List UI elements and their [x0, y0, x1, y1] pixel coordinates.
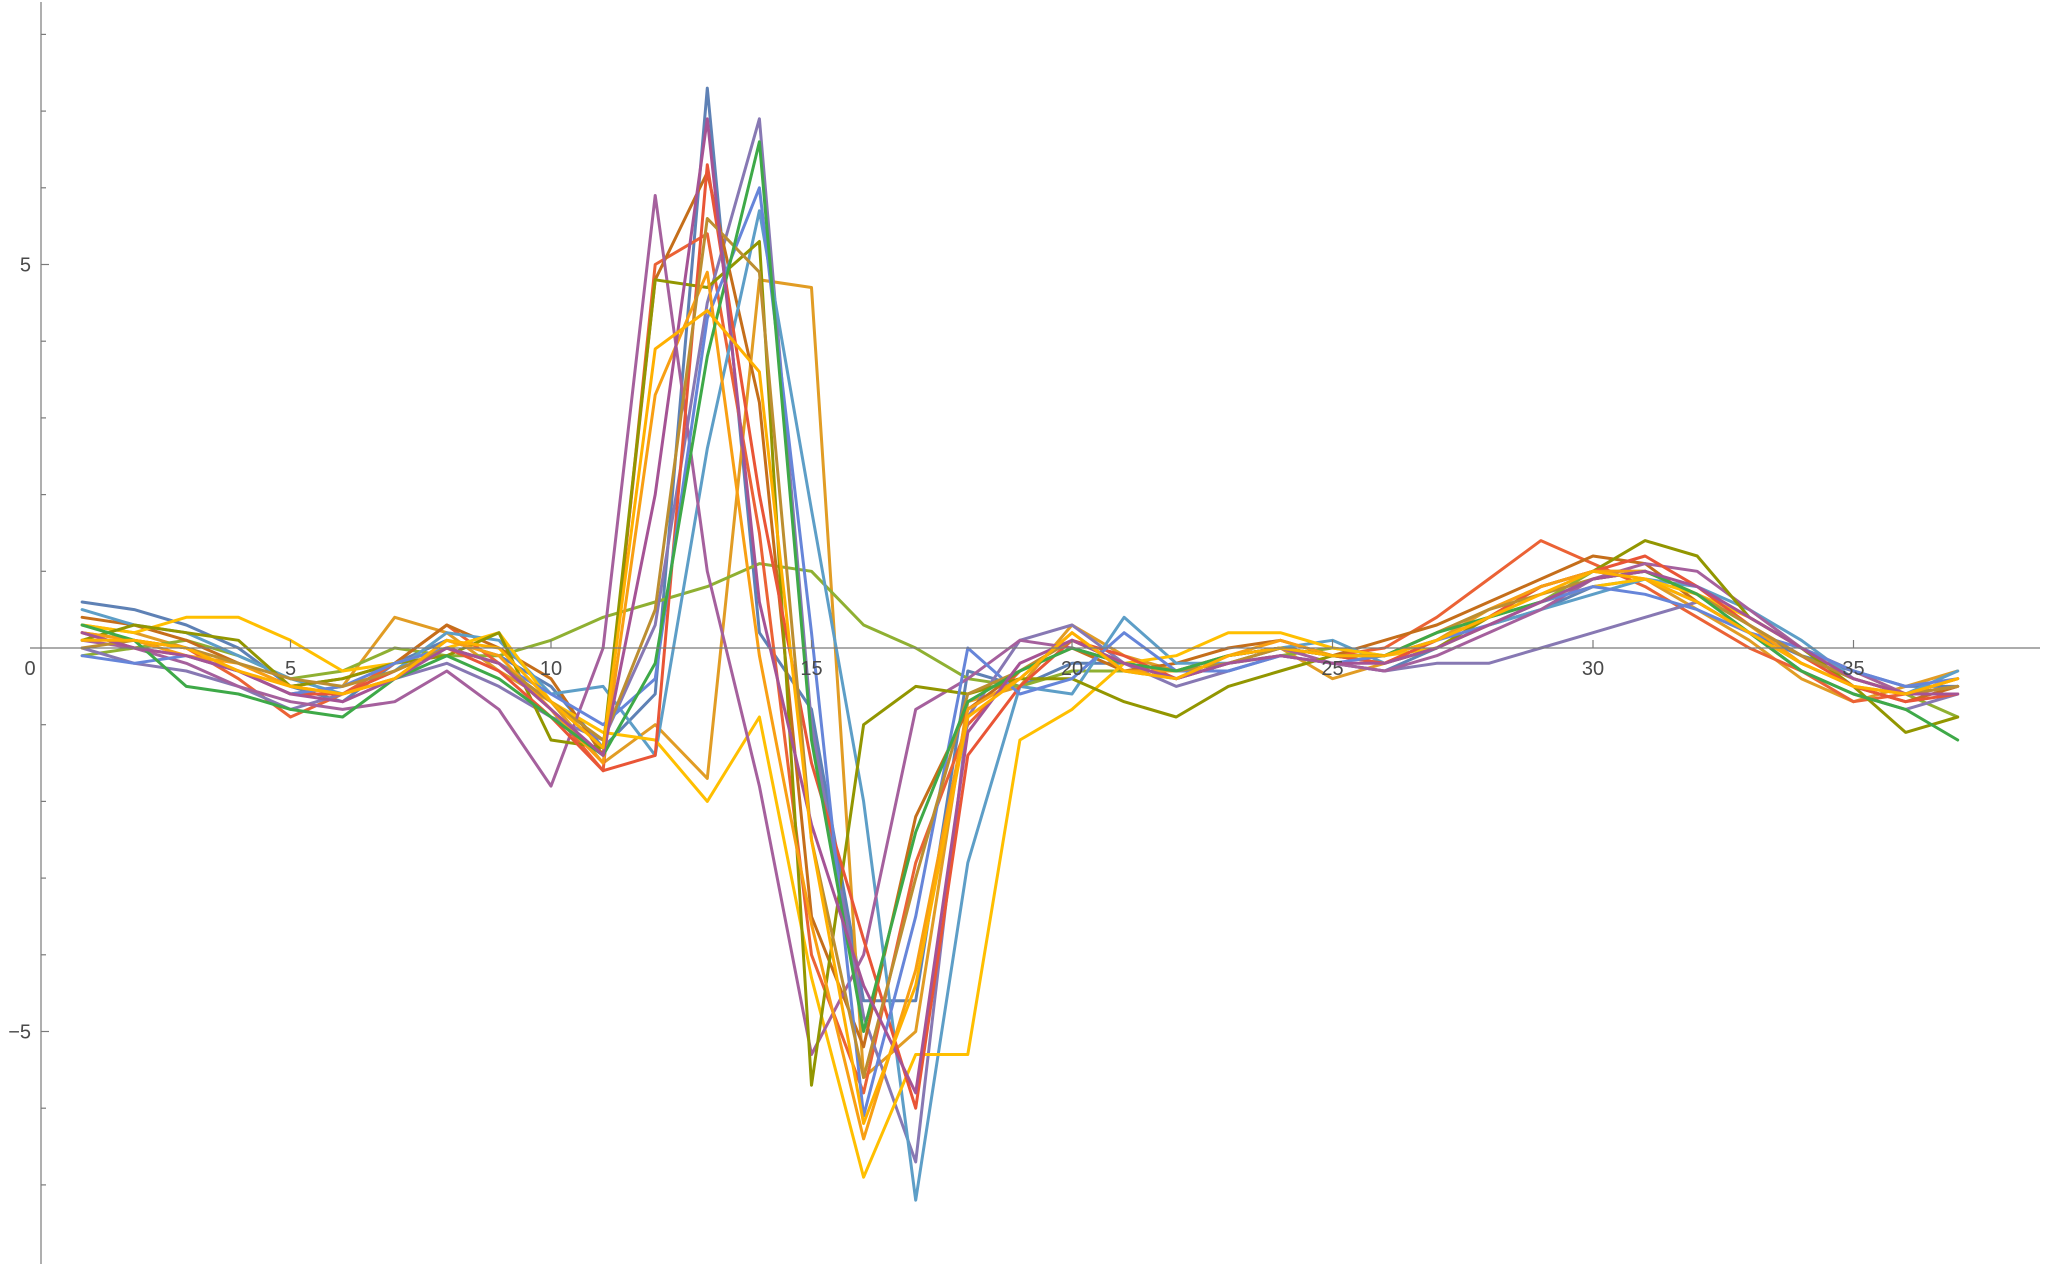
x-tick-label: 30 — [1582, 658, 1604, 680]
series-line-11 — [80, 163, 1960, 1110]
x-tick-label: 10 — [540, 658, 562, 680]
series-line-17 — [80, 309, 1960, 1125]
y-tick-label: −5 — [8, 1022, 31, 1044]
x-tick-label: 15 — [800, 658, 822, 680]
x-tick-label: 35 — [1842, 658, 1864, 680]
x-tick-label: 5 — [285, 658, 296, 680]
x-tick-label: 0 — [24, 658, 35, 680]
x-tick-label: 20 — [1061, 658, 1083, 680]
series-layer — [80, 86, 1960, 1202]
series-line-1 — [80, 86, 1960, 1003]
ticks-layer: 0 5 10 15 20 25 30 35 5 −5 — [8, 33, 1865, 1186]
series-line-12 — [80, 186, 1960, 1118]
axes-layer — [30, 2, 2040, 1264]
series-line-9 — [80, 194, 1960, 1056]
series-line-8 — [80, 577, 1960, 1179]
x-tick-label: 25 — [1321, 658, 1343, 680]
series-line-15 — [80, 140, 1960, 1033]
y-tick-label: 5 — [20, 255, 31, 277]
